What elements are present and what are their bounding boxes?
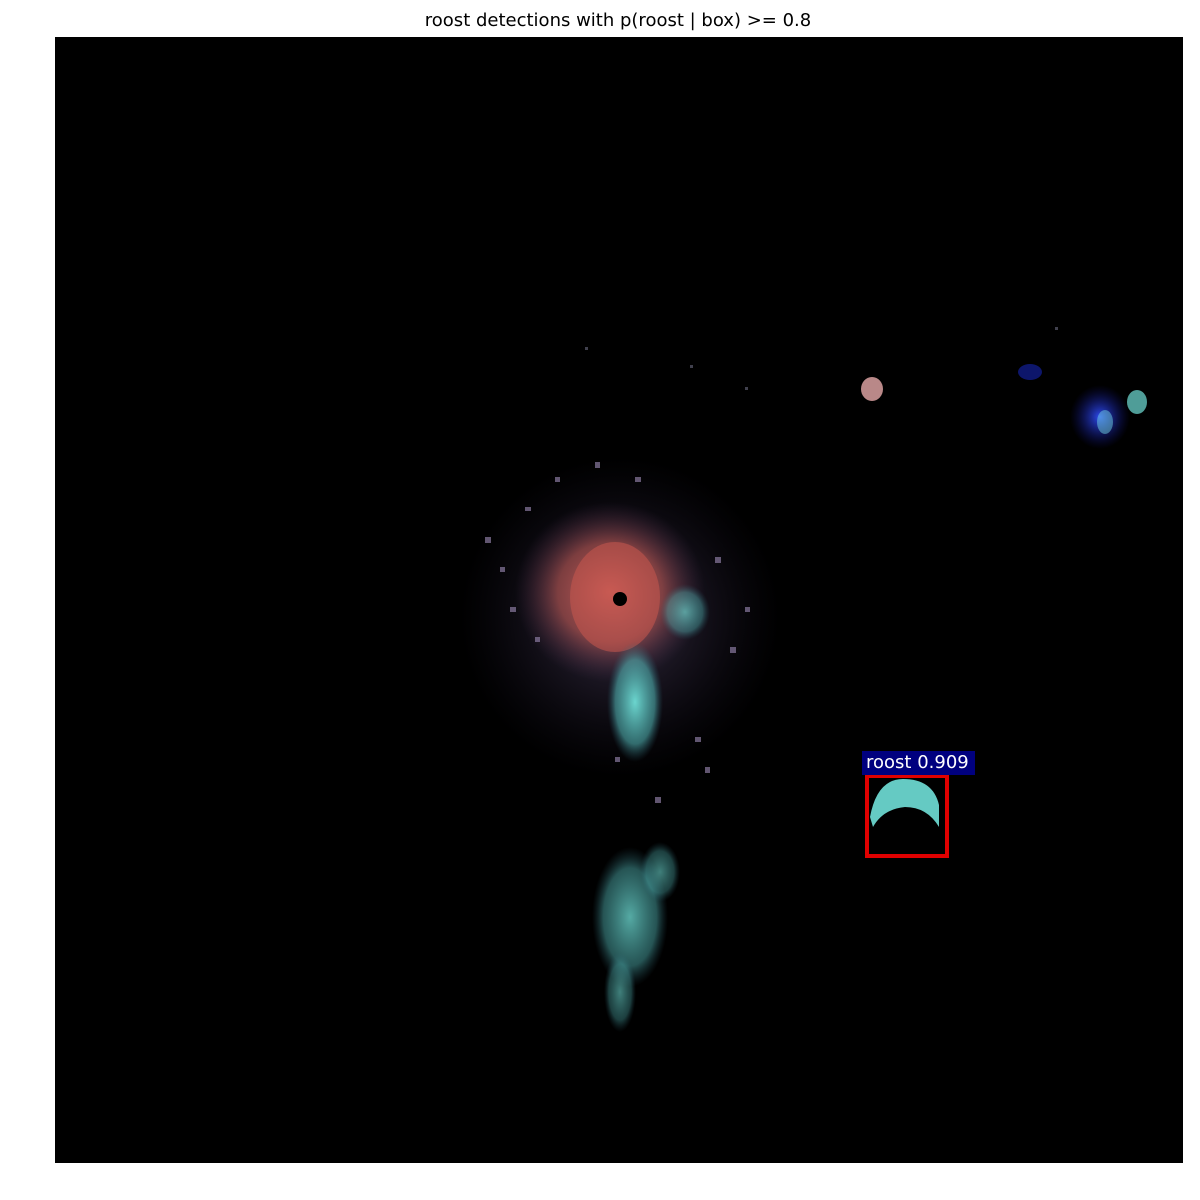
echo-faint-specks: [585, 327, 1058, 390]
echo-cyan-right: [1127, 390, 1147, 414]
detection-label: roost 0.909: [862, 751, 975, 775]
echo-pink-spot: [861, 377, 883, 401]
echo-blue-right-inner: [1097, 410, 1113, 434]
radar-echoes: [460, 327, 1147, 1032]
roost-echo: [870, 779, 939, 827]
echo-blue-faint: [1018, 364, 1042, 380]
radar-image: roost 0.909: [55, 37, 1183, 1163]
echo-cyan-plume: [607, 642, 663, 762]
echo-speckle: [485, 462, 750, 803]
figure-title: roost detections with p(roost | box) >= …: [424, 10, 812, 31]
echo-cyan-spot: [660, 584, 710, 640]
detection-box: [865, 774, 949, 858]
echo-cyan-lower-tail: [604, 952, 636, 1032]
radar-site: [613, 592, 627, 606]
echo-cyan-lower-head: [640, 842, 680, 902]
